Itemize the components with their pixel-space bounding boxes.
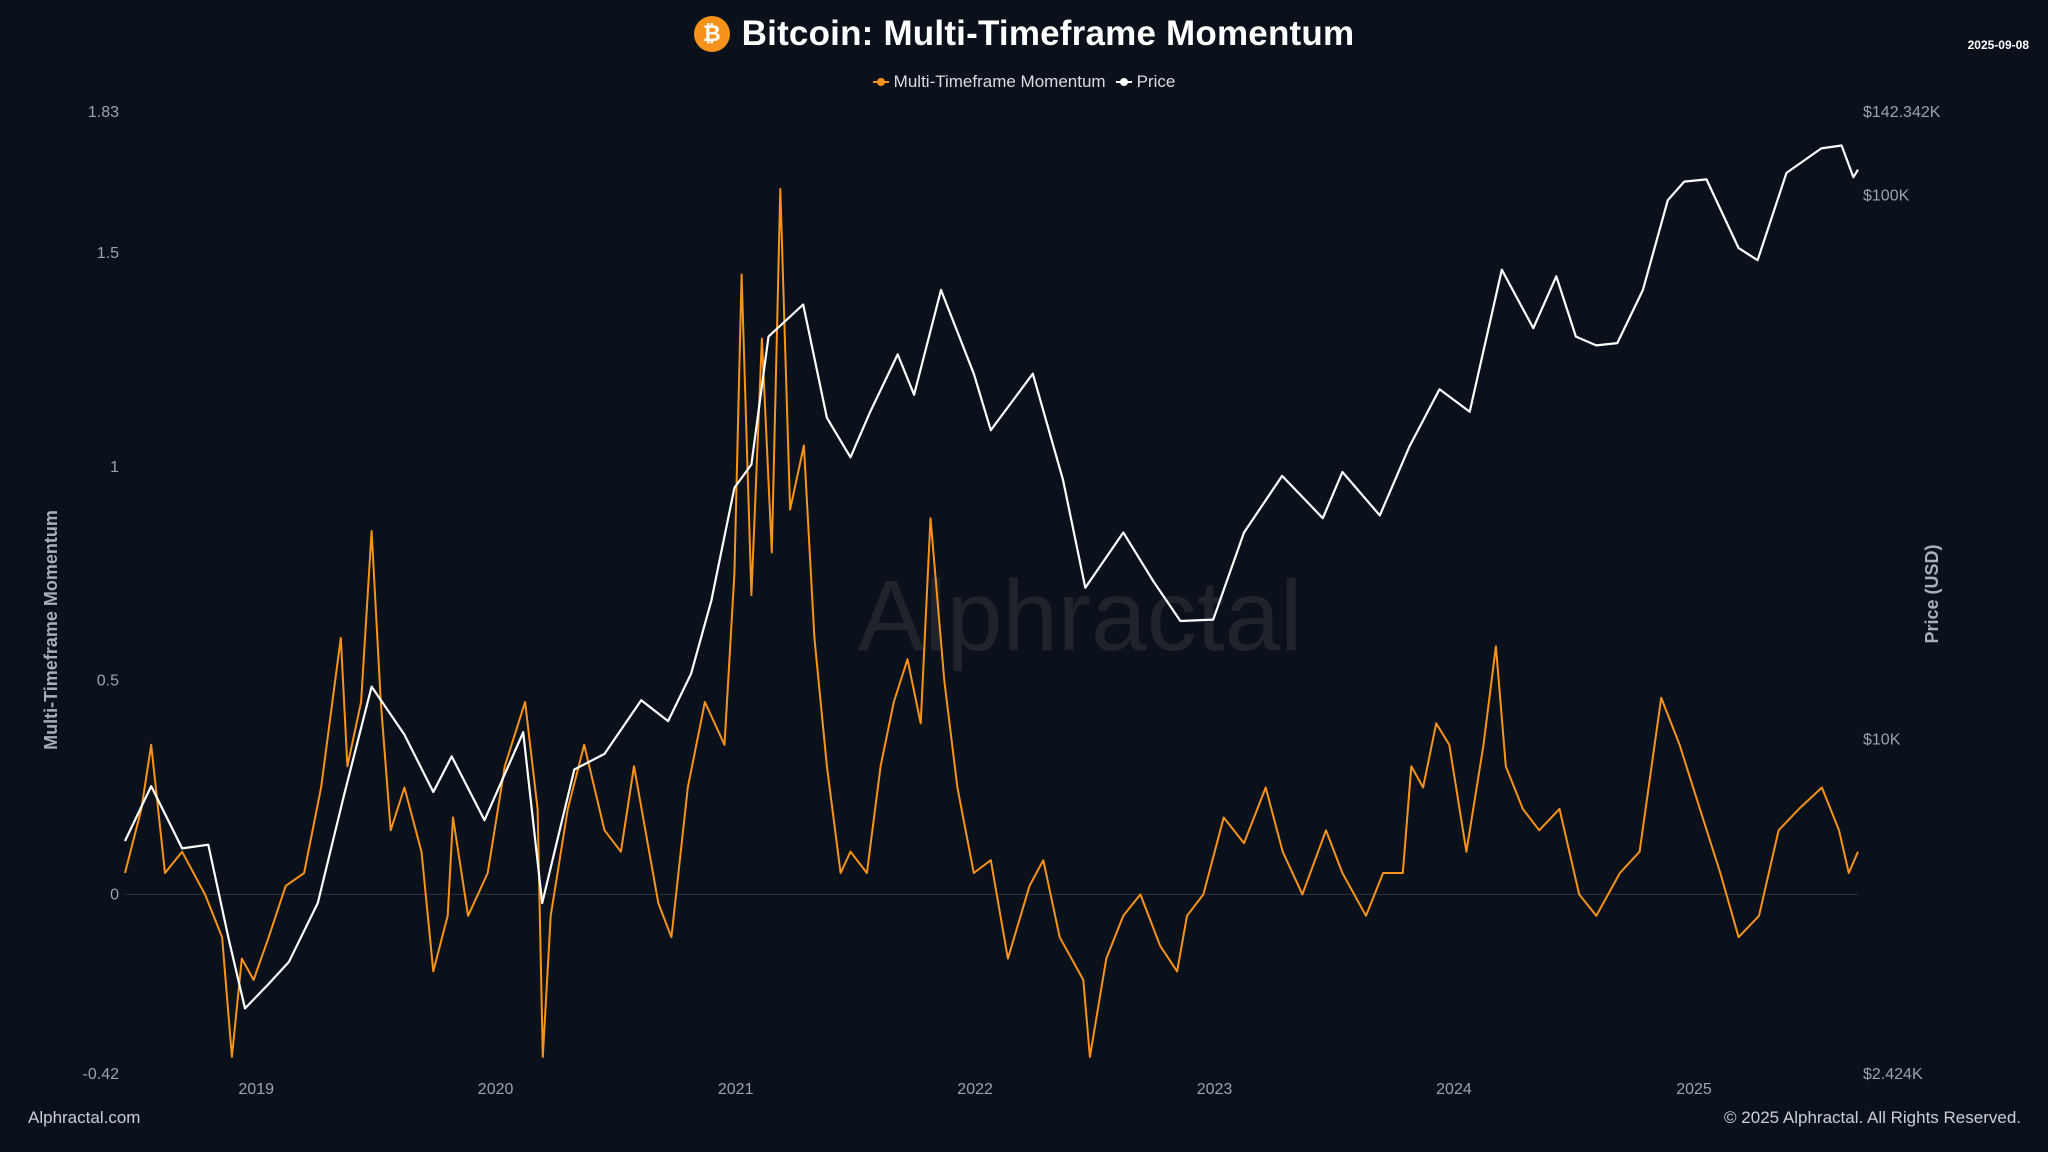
right-axis-ticks: $142.342K $100K $10K $2.424K	[1863, 104, 1941, 1083]
left-tick-label: 0.5	[97, 673, 119, 690]
legend-label-momentum: Multi-Timeframe Momentum	[893, 72, 1106, 91]
left-tick-label: -0.42	[83, 1066, 120, 1083]
footer-copyright: © 2025 Alphractal. All Rights Reserved.	[1724, 1108, 2021, 1127]
footer-site[interactable]: Alphractal.com	[28, 1108, 141, 1127]
report-date: 2025-09-08	[1967, 38, 2029, 52]
x-tick-label: 2024	[1436, 1081, 1472, 1098]
left-axis-ticks: 1.83 1.5 1 0.5 0 -0.42	[83, 104, 120, 1083]
x-tick-label: 2022	[957, 1081, 993, 1098]
legend-swatch-momentum	[872, 77, 889, 87]
series-line-price	[124, 144, 1859, 1010]
series-line-momentum	[124, 188, 1859, 1058]
chart-title: Bitcoin: Multi-Timeframe Momentum	[741, 14, 1355, 53]
right-tick-label: $10K	[1863, 731, 1901, 748]
legend-item-momentum[interactable]: Multi-Timeframe Momentum	[872, 72, 1106, 92]
right-tick-label: $100K	[1863, 187, 1910, 204]
right-tick-label: $2.424K	[1863, 1066, 1923, 1083]
left-tick-label: 1.5	[97, 245, 119, 262]
right-axis-title: Price (USD)	[1922, 544, 1942, 643]
chart-legend: Multi-Timeframe Momentum Price	[0, 72, 2048, 92]
legend-label-price: Price	[1136, 72, 1176, 91]
x-tick-label: 2019	[238, 1081, 274, 1098]
chart-header: ₿ Bitcoin: Multi-Timeframe Momentum	[0, 14, 2048, 54]
x-tick-label: 2020	[478, 1081, 514, 1098]
x-tick-label: 2021	[718, 1081, 754, 1098]
left-tick-label: 1	[110, 459, 119, 476]
legend-swatch-price	[1115, 77, 1132, 87]
bitcoin-icon: ₿	[693, 16, 730, 52]
right-tick-label: $142.342K	[1863, 104, 1941, 121]
x-tick-label: 2025	[1676, 1081, 1712, 1098]
x-axis-ticks: 2019 2020 2021 2022 2023 2024 2025	[238, 1081, 1712, 1098]
left-tick-label: 1.83	[88, 104, 119, 121]
left-axis-title: Multi-Timeframe Momentum	[41, 510, 61, 750]
x-tick-label: 2023	[1197, 1081, 1233, 1098]
left-tick-label: 0	[110, 886, 119, 903]
legend-item-price[interactable]: Price	[1115, 72, 1176, 92]
